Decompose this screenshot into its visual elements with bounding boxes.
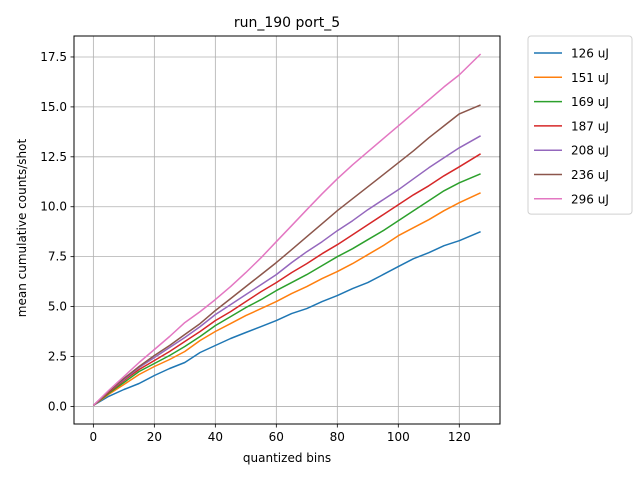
legend-label-3: 187 uJ <box>571 119 609 133</box>
series-line-5 <box>92 104 481 406</box>
y-tick-label: 2.5 <box>48 350 67 364</box>
y-tick-label: 7.5 <box>48 250 67 264</box>
y-tick-label: 15.0 <box>40 100 67 114</box>
x-axis-label: quantized bins <box>243 451 331 465</box>
x-tick-label: 80 <box>330 430 345 444</box>
y-axis-label: mean cumulative counts/shot <box>15 139 29 318</box>
legend-label-0: 126 uJ <box>571 47 609 61</box>
x-tick-label: 100 <box>387 430 410 444</box>
series-line-3 <box>92 153 481 406</box>
axis-ticks: 0 20 40 60 80 100 120 0.0 2.5 5.0 7.5 10.0 12.5 15.0 1… <box>40 50 470 444</box>
x-tick-label: 40 <box>208 430 223 444</box>
plot-frame <box>73 35 501 425</box>
series-line-2 <box>92 173 481 406</box>
x-tick-label: 0 <box>90 430 98 444</box>
x-tick-label: 60 <box>269 430 284 444</box>
series-line-4 <box>92 135 481 406</box>
y-tick-label: 17.5 <box>40 50 67 64</box>
series-line-6 <box>92 53 482 406</box>
legend-box <box>527 35 633 215</box>
chart-title: run_190 port_5 <box>234 15 340 31</box>
y-tick-label: 0.0 <box>48 399 67 413</box>
legend-label-5: 236 uJ <box>571 168 609 182</box>
legend-label-1: 151 uJ <box>571 71 609 85</box>
y-tick-label: 5.0 <box>48 300 67 314</box>
x-tick-label: 20 <box>147 430 162 444</box>
legend: 126 uJ 151 uJ 169 uJ 187 uJ 208 uJ 236 uJ 296 … <box>527 35 633 215</box>
y-tick-label: 10.0 <box>40 200 67 214</box>
legend-label-6: 296 uJ <box>571 192 609 206</box>
legend-label-2: 169 uJ <box>571 95 609 109</box>
series-line-1 <box>92 192 481 407</box>
legend-label-4: 208 uJ <box>571 144 609 158</box>
series-line-0 <box>93 231 481 407</box>
x-tick-label: 120 <box>448 430 471 444</box>
y-tick-label: 12.5 <box>40 150 67 164</box>
series-lines <box>92 53 482 407</box>
